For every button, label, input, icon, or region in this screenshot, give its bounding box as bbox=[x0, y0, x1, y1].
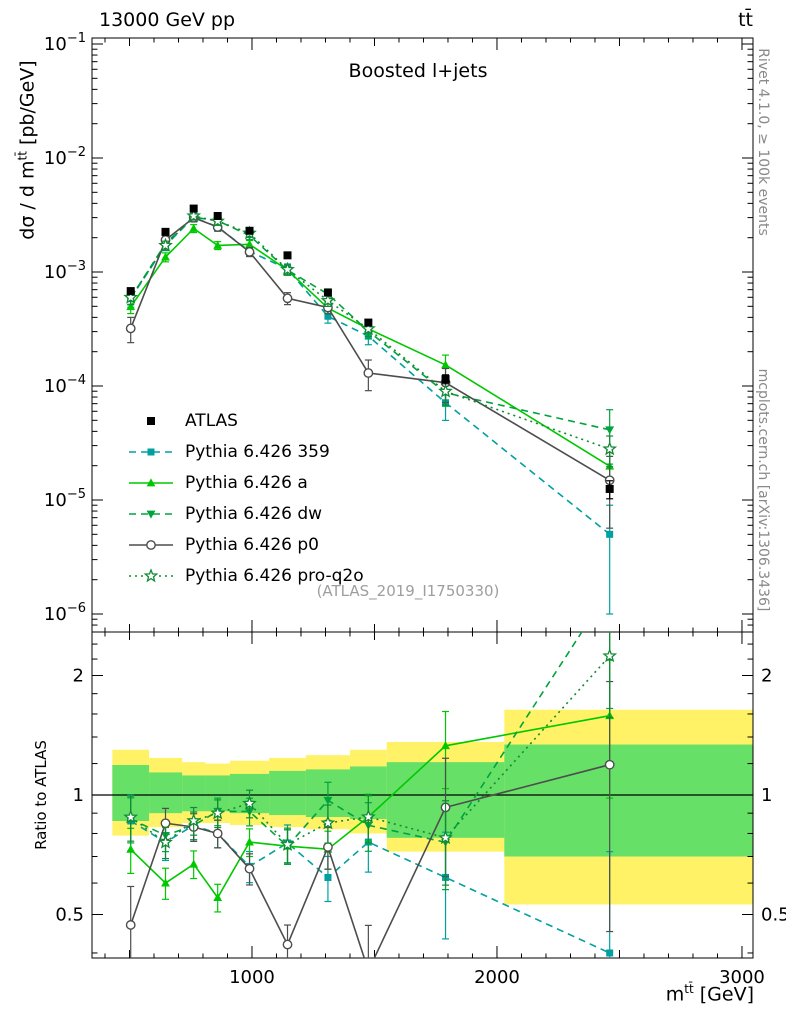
svg-text:10−5: 10−5 bbox=[44, 487, 86, 511]
plot-title: Boosted l+jets bbox=[348, 60, 488, 82]
svg-text:3000: 3000 bbox=[719, 967, 765, 988]
svg-text:2: 2 bbox=[761, 666, 772, 687]
legend-marker-icon bbox=[129, 477, 173, 486]
process-label: tt̄ bbox=[738, 9, 753, 31]
svg-text:2: 2 bbox=[73, 666, 84, 687]
svg-text:2000: 2000 bbox=[474, 967, 520, 988]
x-axis-label-pre: m bbox=[665, 983, 685, 1006]
mcplots-source-note: mcplots.cern.ch [arXiv:1306.3436] bbox=[755, 368, 771, 612]
analysis-watermark: (ATLAS_2019_I1750330) bbox=[316, 582, 500, 600]
x-axis-label: mtt̄ [GeV] bbox=[666, 982, 754, 1005]
legend-marker-icon bbox=[129, 448, 173, 455]
ratio-panel-frame bbox=[91, 631, 754, 959]
beam-energy-label: 13000 GeV pp bbox=[99, 9, 236, 31]
legend: ATLAS Pythia 6.426 359 Pythia 6.426 a Pythi… bbox=[127, 405, 364, 591]
svg-text:1: 1 bbox=[73, 785, 84, 806]
legend-marker-icon bbox=[147, 416, 155, 425]
legend-item-1: Pythia 6.426 359 bbox=[127, 436, 364, 467]
series-main-atlas bbox=[126, 204, 614, 500]
ratio-uncertainty-bands bbox=[112, 709, 753, 905]
svg-text:10−2: 10−2 bbox=[44, 145, 86, 169]
axes: 10−6 10−5 10−4 10−3 10−2 10−1 0.5 0.5 1 1 2 2 1000 20… bbox=[44, 31, 786, 988]
svg-text:0.5: 0.5 bbox=[761, 905, 786, 926]
y-axis-label-post: [pb/GeV] bbox=[16, 60, 39, 152]
svg-text:1: 1 bbox=[761, 785, 772, 806]
y-axis-label-sup: tt̄ bbox=[15, 151, 30, 161]
svg-text:10−6: 10−6 bbox=[44, 601, 86, 625]
x-axis-label-sup: tt̄ bbox=[684, 982, 694, 996]
legend-item-5: Pythia 6.426 pro-q2o bbox=[127, 560, 364, 591]
x-axis-label-post: [GeV] bbox=[693, 983, 754, 1006]
legend-item-0: ATLAS bbox=[127, 405, 364, 436]
svg-text:10−1: 10−1 bbox=[44, 31, 86, 55]
y-axis-label-pre: dσ / d m bbox=[16, 160, 39, 240]
legend-marker-icon bbox=[129, 567, 173, 582]
legend-label: Pythia 6.426 a bbox=[185, 472, 308, 493]
rivet-version-note: Rivet 4.1.0, ≥ 100k events bbox=[755, 48, 771, 236]
legend-label: Pythia 6.426 359 bbox=[185, 441, 330, 462]
y-axis-label-ratio: Ratio to ATLAS bbox=[32, 740, 50, 850]
y-axis-label-main: dσ / d mtt̄ [pb/GeV] bbox=[15, 60, 38, 239]
legend-item-3: Pythia 6.426 dw bbox=[127, 498, 364, 529]
svg-text:1000: 1000 bbox=[229, 967, 275, 988]
legend-label: Pythia 6.426 pro-q2o bbox=[185, 565, 364, 586]
svg-text:10−3: 10−3 bbox=[44, 259, 86, 283]
legend-marker-icon bbox=[129, 539, 173, 550]
legend-item-4: Pythia 6.426 p0 bbox=[127, 529, 364, 560]
legend-label: Pythia 6.426 dw bbox=[185, 503, 323, 524]
svg-text:10−4: 10−4 bbox=[44, 373, 86, 397]
svg-text:0.5: 0.5 bbox=[55, 905, 84, 926]
series-ratio-pythia-6-426-pro-q2o bbox=[123, 632, 618, 886]
legend-label: ATLAS bbox=[185, 410, 238, 431]
legend-label: Pythia 6.426 p0 bbox=[185, 534, 319, 555]
legend-marker-icon bbox=[129, 510, 173, 519]
legend-item-2: Pythia 6.426 a bbox=[127, 467, 364, 498]
